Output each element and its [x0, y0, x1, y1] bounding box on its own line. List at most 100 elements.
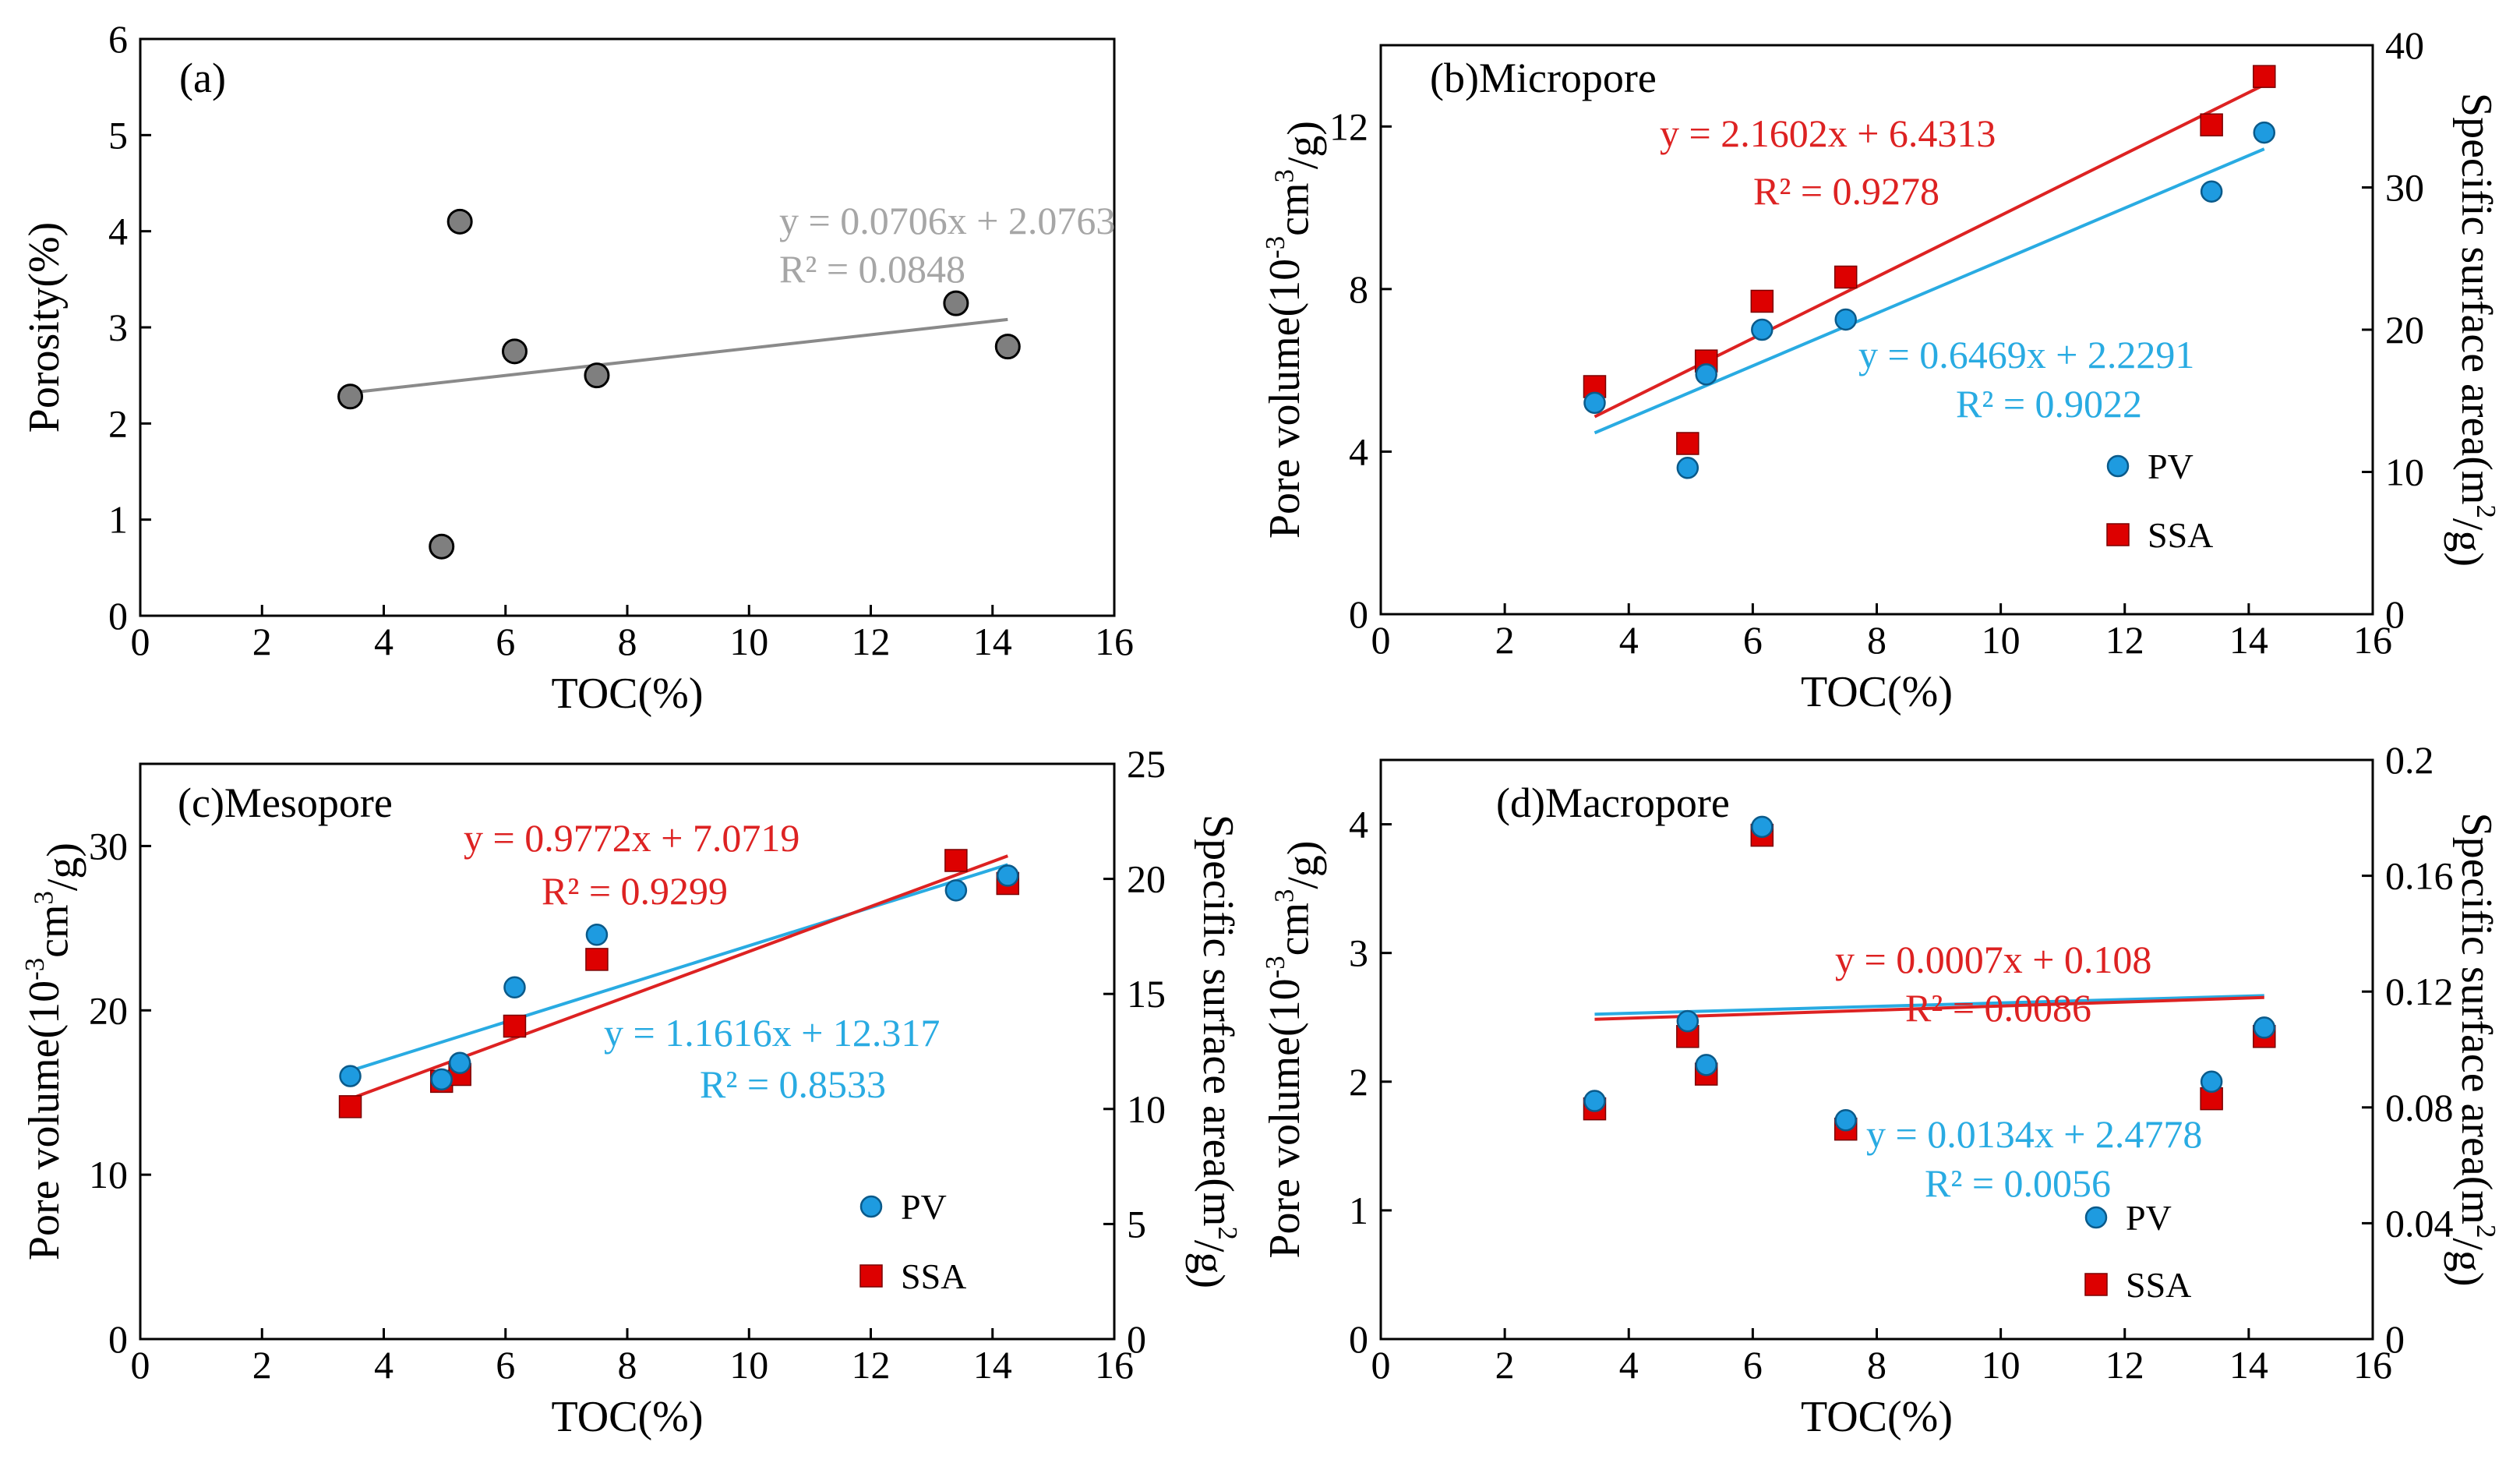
y-right-axis-label: Specific surface area(m2/g)	[1184, 815, 1243, 1288]
y-tick-label: 12	[1329, 104, 1368, 148]
x-axis-label: TOC(%)	[1801, 1393, 1953, 1441]
legend-label-ssa: SSA	[901, 1256, 966, 1296]
y-tick-label: 0	[1349, 592, 1368, 636]
data-point-ssa	[1834, 265, 1858, 289]
y-right-tick-label: 0.16	[2385, 854, 2454, 898]
ssa-fit-r2: R² = 0.0086	[1905, 986, 2091, 1030]
y-right-axis-label: Specific surface area(m2/g)	[2443, 93, 2501, 567]
legend-marker-ssa	[2106, 523, 2130, 546]
x-tick-label: 6	[496, 1343, 515, 1387]
x-tick-label: 12	[2105, 1343, 2144, 1387]
x-tick-label: 16	[1095, 1343, 1134, 1387]
data-point	[337, 383, 364, 410]
data-point-pv	[503, 976, 526, 999]
x-tick-label: 2	[252, 1343, 272, 1387]
panel-d: 0 2 4 6 8 10 12 14 160123400.040.080.120.160.2TO…	[1260, 738, 2501, 1441]
x-tick-label: 8	[618, 620, 637, 663]
y-tick-label: 2	[1349, 1060, 1368, 1104]
fit-line-pv	[349, 863, 1008, 1072]
x-tick-label: 2	[1495, 618, 1515, 662]
y-tick-label: 4	[108, 210, 128, 253]
x-tick-label: 10	[1982, 618, 2021, 662]
data-point	[446, 208, 473, 235]
fit-line-porosity	[350, 317, 1008, 394]
y-right-tick-label: 25	[1127, 742, 1166, 786]
x-tick-label: 14	[2229, 1343, 2268, 1387]
panel-title: (b)Micropore	[1430, 55, 1657, 101]
data-point-pv	[339, 1065, 362, 1087]
data-point-pv	[1834, 308, 1857, 331]
data-point-pv	[2253, 1016, 2276, 1039]
y-axis-label: Pore volume(10-3cm3/g)	[1260, 121, 1328, 539]
data-point-ssa	[1676, 432, 1699, 455]
x-tick-label: 6	[1743, 618, 1763, 662]
data-point	[994, 334, 1021, 360]
data-point-ssa	[503, 1014, 527, 1038]
x-tick-label: 10	[729, 620, 768, 663]
data-point-pv	[1583, 1090, 1606, 1112]
x-axis-label: TOC(%)	[552, 670, 704, 718]
y-right-tick-label: 0.08	[2385, 1086, 2454, 1129]
data-point-pv	[585, 924, 609, 946]
y-axis-label: Pore volume(10-3cm3/g)	[19, 843, 87, 1260]
x-tick-label: 6	[496, 620, 515, 663]
x-tick-label: 12	[852, 620, 891, 663]
y-tick-label: 1	[108, 498, 128, 542]
x-tick-label: 14	[973, 620, 1012, 663]
x-axis-label: TOC(%)	[552, 1393, 704, 1441]
pv-fit-equation: y = 0.0134x + 2.4778	[1866, 1112, 2202, 1156]
ssa-fit-equation: y = 0.9772x + 7.0719	[464, 816, 799, 860]
data-point-pv	[1834, 1109, 1857, 1132]
x-tick-label: 16	[1095, 620, 1134, 663]
ssa-fit-r2: R² = 0.9299	[542, 869, 728, 913]
x-tick-label: 8	[618, 1343, 637, 1387]
x-tick-label: 12	[2105, 618, 2144, 662]
x-tick-label: 0	[1371, 1343, 1391, 1387]
y-right-tick-label: 40	[2385, 23, 2424, 67]
y-right-axis-label: Specific surface area(m2/g)	[2443, 812, 2501, 1286]
y-axis-label: Porosity(%)	[20, 222, 69, 433]
ssa-fit-r2: R² = 0.9278	[1753, 169, 1939, 213]
data-point	[501, 338, 528, 365]
x-tick-label: 4	[1619, 1343, 1639, 1387]
legend-label-pv: PV	[2148, 447, 2194, 486]
y-tick-label: 3	[108, 306, 128, 349]
data-point-pv	[2200, 1070, 2223, 1094]
x-axis-label: TOC(%)	[1801, 668, 1953, 716]
legend-marker-pv	[859, 1195, 883, 1218]
x-tick-label: 0	[1371, 618, 1391, 662]
data-point-pv	[1695, 1054, 1717, 1076]
y-right-tick-label: 30	[2385, 166, 2424, 210]
x-tick-label: 10	[729, 1343, 768, 1387]
y-tick-label: 10	[89, 1153, 128, 1196]
y-tick-label: 30	[89, 824, 128, 868]
legend-marker-ssa	[859, 1264, 883, 1288]
data-point-pv	[430, 1068, 453, 1091]
fit-r2: R² = 0.0848	[779, 247, 965, 291]
data-point-ssa	[2200, 113, 2223, 136]
data-point-pv	[1695, 363, 1717, 386]
data-point-pv	[448, 1051, 471, 1075]
plot-frame	[1379, 758, 2374, 1341]
y-tick-label: 0	[108, 594, 128, 638]
x-tick-label: 6	[1743, 1343, 1763, 1387]
x-tick-label: 16	[2353, 618, 2392, 662]
y-axis-label: Pore volume(10-3cm3/g)	[1260, 840, 1328, 1258]
legend-label-pv: PV	[2126, 1198, 2172, 1238]
x-tick-label: 14	[2229, 618, 2268, 662]
y-right-tick-label: 20	[2385, 308, 2424, 352]
data-point-pv	[1751, 815, 1774, 839]
data-point-ssa	[2253, 65, 2276, 88]
legend-label-pv: PV	[901, 1187, 947, 1227]
y-tick-label: 4	[1349, 429, 1368, 473]
x-tick-label: 8	[1867, 1343, 1886, 1387]
x-tick-label: 4	[374, 620, 394, 663]
panel-title: (c)Mesopore	[178, 779, 393, 826]
x-tick-label: 12	[852, 1343, 891, 1387]
pv-fit-equation: y = 1.1616x + 12.317	[604, 1011, 940, 1055]
data-point-pv	[944, 879, 968, 902]
pv-fit-r2: R² = 0.8533	[700, 1062, 886, 1106]
x-tick-label: 4	[1619, 618, 1639, 662]
